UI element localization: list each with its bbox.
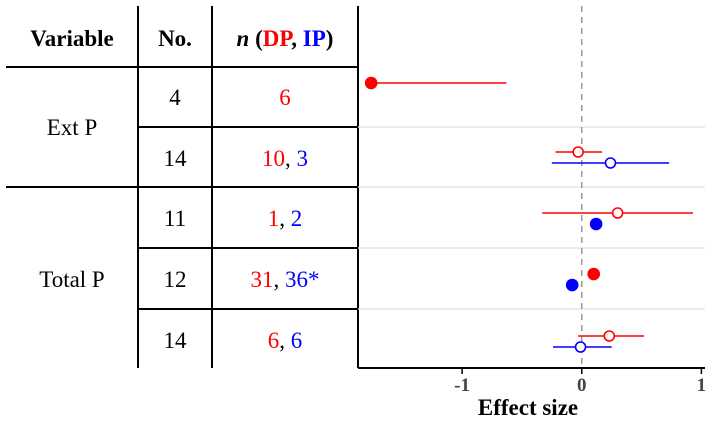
plot-marks xyxy=(364,76,694,353)
plot-gridlines xyxy=(358,126,705,310)
row-n: 10, 3 xyxy=(262,146,308,171)
table-grid xyxy=(6,6,359,368)
effect-point-dp xyxy=(611,207,624,219)
effect-point-ip xyxy=(589,217,603,231)
effect-point-dp xyxy=(364,76,378,90)
variable-label-total-p: Total P xyxy=(39,267,104,292)
effect-point-ip xyxy=(574,341,587,353)
table-row: 11 1, 2 xyxy=(164,206,302,231)
header-n-dp: DP xyxy=(263,26,294,51)
row-no: 12 xyxy=(164,267,187,292)
x-tick-label: 0 xyxy=(577,375,587,396)
variable-label-ext-p: Ext P xyxy=(47,115,97,140)
effect-point-dp xyxy=(603,330,616,342)
x-axis-label: Effect size xyxy=(478,395,578,420)
header-n-symbol: n xyxy=(237,26,250,51)
effect-point-ip xyxy=(604,157,617,169)
header-variable: Variable xyxy=(30,26,114,51)
table-row: 12 31, 36* xyxy=(164,267,320,292)
effect-point-dp xyxy=(572,146,584,158)
forest-plot-area: -1 0 1 Effect size xyxy=(358,6,706,420)
x-tick-label: 1 xyxy=(697,375,707,396)
header-n: n (DP, IP) xyxy=(237,26,334,51)
row-n: 31, 36* xyxy=(251,267,320,292)
row-no: 14 xyxy=(164,328,188,353)
table-row: 4 6 xyxy=(169,85,291,110)
effect-point-ip xyxy=(565,278,579,292)
header-n-ip: IP xyxy=(303,26,326,51)
row-n: 1, 2 xyxy=(268,206,303,231)
row-no: 4 xyxy=(169,85,181,110)
table-row: 14 6, 6 xyxy=(164,328,303,353)
header-no: No. xyxy=(158,26,192,51)
x-axis-ticks: -1 0 1 xyxy=(454,368,706,396)
effect-point-dp xyxy=(587,267,601,281)
x-tick-label: -1 xyxy=(454,375,470,396)
row-no: 14 xyxy=(164,146,188,171)
row-n: 6, 6 xyxy=(268,328,303,353)
table-row: 14 10, 3 xyxy=(164,146,309,171)
row-n: 6 xyxy=(279,85,291,110)
row-no: 11 xyxy=(164,206,186,231)
